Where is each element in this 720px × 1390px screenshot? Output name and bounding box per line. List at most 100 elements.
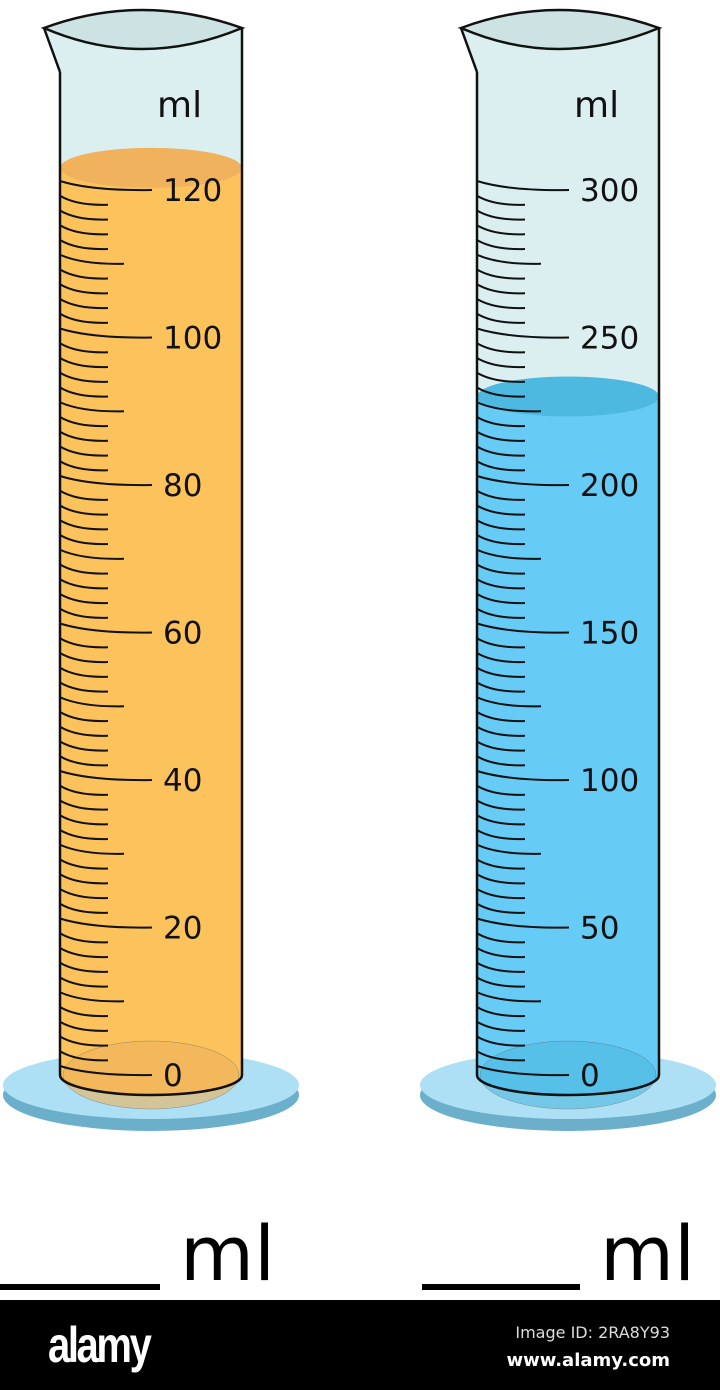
medium-tick bbox=[59, 696, 125, 708]
minor-tick bbox=[59, 681, 109, 693]
minor-tick bbox=[476, 1050, 526, 1062]
minor-tick bbox=[59, 534, 109, 546]
minor-tick bbox=[476, 445, 526, 457]
answer-unit: ml bbox=[600, 1209, 695, 1298]
minor-tick bbox=[59, 902, 109, 914]
minor-tick bbox=[59, 445, 109, 457]
major-tick bbox=[59, 1065, 153, 1077]
medium-tick bbox=[59, 401, 125, 413]
minor-tick bbox=[476, 961, 526, 973]
tick-label: 100 bbox=[580, 763, 639, 799]
minor-tick bbox=[59, 858, 109, 870]
medium-tick bbox=[476, 696, 542, 708]
image-id: Image ID: 2RA8Y93 bbox=[515, 1323, 670, 1342]
minor-tick bbox=[59, 666, 109, 678]
minor-tick bbox=[59, 416, 109, 428]
medium-tick bbox=[476, 253, 542, 265]
tick-label: 80 bbox=[163, 468, 202, 504]
major-tick bbox=[476, 1065, 570, 1077]
minor-tick bbox=[59, 947, 109, 959]
minor-tick bbox=[476, 681, 526, 693]
minor-tick bbox=[59, 460, 109, 472]
answer-blank bbox=[422, 1284, 580, 1290]
minor-tick bbox=[59, 386, 109, 398]
major-tick bbox=[59, 622, 153, 634]
minor-tick bbox=[59, 888, 109, 900]
watermark-footer: alamy Image ID: 2RA8Y93 www.alamy.com bbox=[0, 1300, 720, 1390]
minor-tick bbox=[59, 268, 109, 280]
tick-label: 120 bbox=[163, 173, 222, 209]
minor-tick bbox=[59, 976, 109, 988]
medium-tick bbox=[59, 548, 125, 560]
glass-outline bbox=[58, 28, 244, 1097]
minor-tick bbox=[476, 534, 526, 546]
minor-tick bbox=[59, 430, 109, 442]
minor-tick bbox=[59, 371, 109, 383]
tick-label: 100 bbox=[163, 321, 222, 357]
minor-tick bbox=[476, 1035, 526, 1047]
minor-tick bbox=[59, 711, 109, 723]
minor-tick bbox=[476, 578, 526, 590]
site-url: www.alamy.com bbox=[506, 1350, 670, 1371]
minor-tick bbox=[59, 829, 109, 841]
minor-tick bbox=[476, 932, 526, 944]
major-tick bbox=[476, 327, 570, 339]
minor-tick bbox=[476, 652, 526, 664]
minor-tick bbox=[59, 357, 109, 369]
minor-tick bbox=[59, 298, 109, 310]
answer-unit: ml bbox=[180, 1209, 275, 1298]
spout-outline bbox=[42, 27, 62, 73]
minor-tick bbox=[476, 209, 526, 221]
liquid bbox=[60, 167, 242, 1095]
minor-tick bbox=[476, 298, 526, 310]
minor-tick bbox=[59, 725, 109, 737]
minor-tick bbox=[59, 239, 109, 251]
minor-tick bbox=[476, 430, 526, 442]
medium-tick bbox=[476, 843, 542, 855]
minor-tick bbox=[476, 342, 526, 354]
major-tick bbox=[476, 475, 570, 487]
minor-tick bbox=[59, 740, 109, 752]
minor-tick bbox=[476, 711, 526, 723]
minor-tick bbox=[476, 416, 526, 428]
major-tick bbox=[476, 622, 570, 634]
minor-tick bbox=[59, 652, 109, 664]
major-tick bbox=[59, 917, 153, 929]
major-tick bbox=[476, 770, 570, 782]
minor-tick bbox=[476, 858, 526, 870]
unit-label: ml bbox=[574, 85, 619, 126]
minor-tick bbox=[59, 504, 109, 516]
tick-label: 300 bbox=[580, 173, 639, 209]
minor-tick bbox=[59, 519, 109, 531]
major-tick bbox=[59, 475, 153, 487]
minor-tick bbox=[59, 607, 109, 619]
minor-tick bbox=[476, 504, 526, 516]
minor-tick bbox=[59, 489, 109, 501]
minor-tick bbox=[476, 725, 526, 737]
minor-tick bbox=[59, 1006, 109, 1018]
minor-tick bbox=[59, 784, 109, 796]
minor-tick bbox=[476, 607, 526, 619]
minor-tick bbox=[476, 666, 526, 678]
minor-tick bbox=[476, 637, 526, 649]
minor-tick bbox=[476, 519, 526, 531]
minor-tick bbox=[476, 224, 526, 236]
medium-tick bbox=[476, 991, 542, 1003]
minor-tick bbox=[59, 578, 109, 590]
minor-tick bbox=[476, 386, 526, 398]
tick-label: 150 bbox=[580, 616, 639, 652]
minor-tick bbox=[476, 755, 526, 767]
major-tick bbox=[476, 917, 570, 929]
minor-tick bbox=[59, 814, 109, 826]
minor-tick bbox=[59, 224, 109, 236]
tick-label: 40 bbox=[163, 763, 202, 799]
medium-tick bbox=[59, 253, 125, 265]
minor-tick bbox=[59, 593, 109, 605]
minor-tick bbox=[476, 239, 526, 251]
minor-tick bbox=[476, 489, 526, 501]
major-tick bbox=[59, 770, 153, 782]
answer-blank bbox=[0, 1284, 160, 1290]
cylinder-1: 0 20 40 60 80 100 120 ml ml bbox=[0, 8, 299, 1298]
minor-tick bbox=[476, 460, 526, 472]
